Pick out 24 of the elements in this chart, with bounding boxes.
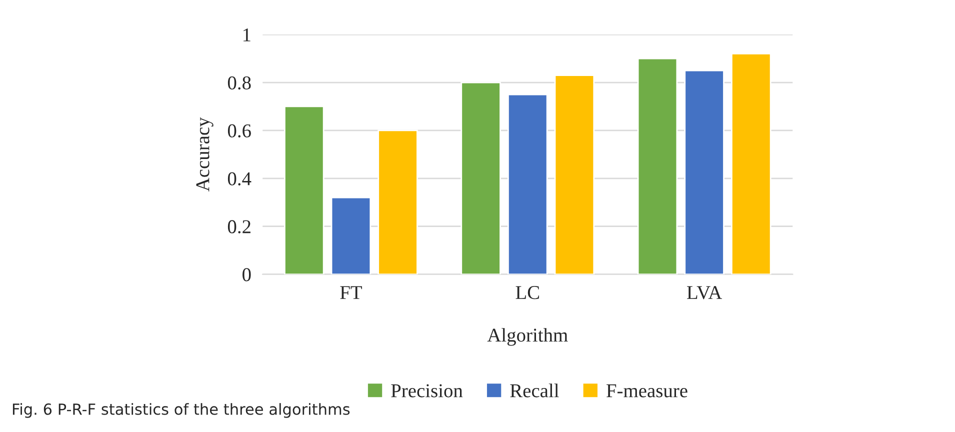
bar (731, 53, 772, 274)
y-tick-label: 0.2 (228, 220, 250, 234)
bar (684, 70, 724, 274)
bar (378, 130, 418, 274)
x-tick-label: LVA (687, 286, 722, 300)
y-tick-label: 0 (242, 268, 251, 282)
x-axis-title: Algorithm (487, 328, 568, 346)
bar (284, 106, 324, 274)
bar (637, 58, 678, 274)
legend-label: Precision (391, 384, 463, 398)
bar (460, 82, 501, 274)
x-tick-label: LC (516, 286, 539, 300)
bar (508, 94, 548, 274)
legend-label: F-measure (606, 384, 688, 398)
caption: Fig. 6 P-R-F statistics of the three algorithms (12, 403, 350, 418)
bar (554, 74, 595, 274)
bar (330, 196, 372, 274)
y-tick-label: 0.4 (228, 172, 252, 186)
legend-label: Recall (510, 384, 559, 398)
y-tick-label: 0.8 (228, 76, 251, 90)
y-axis-title: Accuracy (196, 117, 214, 192)
y-tick-label: 1 (244, 28, 250, 42)
x-tick-label: FT (340, 286, 362, 299)
y-tick-label: 0.6 (228, 124, 251, 138)
